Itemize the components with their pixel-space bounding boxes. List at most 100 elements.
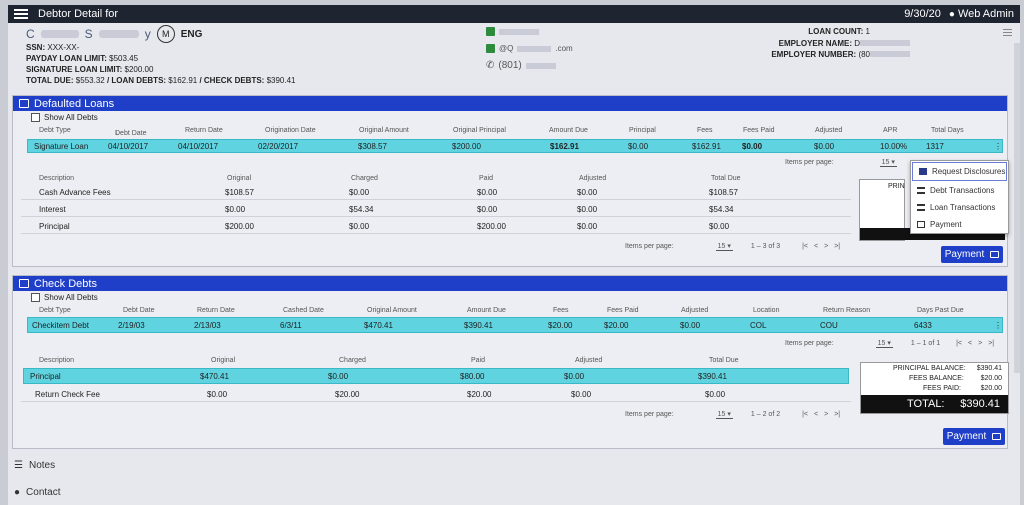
phone[interactable]: ✆ (801) (486, 60, 556, 71)
col-original-amount[interactable]: Original Amount (359, 126, 409, 134)
menu-item-loan-transactions[interactable]: Loan Transactions (911, 199, 1008, 216)
contact-section[interactable]: ● Contact (14, 487, 61, 498)
menu-item-payment[interactable]: Payment (911, 216, 1008, 233)
cell-return-reason: COU (820, 320, 838, 330)
sub-per-page-value: 15 (717, 411, 726, 418)
per-page-select[interactable]: 15 ▾ (879, 159, 897, 167)
top-bar: Debtor Detail for 9/30/20 ● Web Admin (8, 5, 1020, 23)
check-payment-button[interactable]: Payment (943, 428, 1005, 445)
cell-apr: 10.00% (880, 141, 908, 151)
total-due-label: TOTAL DUE: (26, 76, 74, 85)
user-icon: ● (948, 8, 955, 20)
col-principal[interactable]: Principal (629, 126, 656, 134)
current-date: 9/30/20 (904, 8, 941, 20)
col-amount-due[interactable]: Amount Due (549, 126, 588, 134)
first-page-icon[interactable]: |< (956, 340, 963, 347)
col-debt-type[interactable]: Debt Type (39, 126, 71, 134)
header-menu-icon[interactable] (1003, 27, 1012, 38)
sub-per-page-select[interactable]: 15 ▾ (715, 243, 733, 251)
per-page-select[interactable]: 15 ▾ (875, 340, 893, 348)
panel-icon (19, 99, 29, 108)
show-all-debts-checkbox[interactable]: Show All Debts (31, 293, 98, 302)
col-debt-type[interactable]: Debt Type (39, 306, 71, 314)
col-origination-date[interactable]: Origination Date (265, 126, 316, 134)
table-row: Interest $0.00 $54.34 $0.00 $0.00 $54.34 (21, 202, 851, 217)
prev-page-icon[interactable]: < (814, 243, 819, 250)
col-adjusted[interactable]: Adjusted (815, 126, 843, 134)
col-return-date[interactable]: Return Date (185, 126, 223, 134)
defaulted-payment-button[interactable]: Payment (941, 246, 1003, 263)
show-all-debts-checkbox[interactable]: Show All Debts (31, 113, 98, 122)
row-more-icon[interactable]: ⋮ (994, 141, 1002, 151)
prev-page-icon[interactable]: < (968, 340, 973, 347)
cell-debt-date: 2/19/03 (118, 320, 145, 330)
last-page-icon[interactable]: >| (834, 411, 841, 418)
cell-cashed-date: 6/3/11 (280, 320, 302, 330)
sub-cell: $80.00 (460, 371, 485, 381)
col-total-days[interactable]: Total Days (931, 126, 964, 134)
check-debt-row[interactable]: Checkitem Debt 2/19/03 2/13/03 6/3/11 $4… (27, 317, 1003, 333)
col-fees[interactable]: Fees (697, 126, 713, 134)
sub-range: 1 – 3 of 3 (750, 243, 781, 250)
sub-cell: $0.00 (477, 204, 498, 214)
next-page-icon[interactable]: > (824, 411, 829, 418)
email-partial: @Q (499, 44, 514, 53)
sub-cell: $0.00 (225, 204, 246, 214)
cell-original-amount: $308.57 (358, 141, 387, 151)
next-page-icon[interactable]: > (978, 340, 983, 347)
col-fees[interactable]: Fees (553, 306, 569, 314)
row-more-icon[interactable]: ⋮ (994, 320, 1002, 330)
first-page-icon[interactable]: |< (802, 411, 809, 418)
fees-balance-label: FEES BALANCE: (909, 375, 964, 382)
last-page-icon[interactable]: >| (834, 243, 841, 250)
email[interactable]: @Q .com (486, 44, 573, 53)
sub-col-adjusted: Adjusted (575, 356, 603, 364)
total-line: TOTAL DUE: $553.32 / LOAN DEBTS: $162.91… (26, 76, 296, 85)
hamburger-menu-icon[interactable] (14, 7, 28, 21)
col-fees-paid[interactable]: Fees Paid (743, 126, 775, 134)
payment-label: Payment (944, 249, 985, 260)
col-amount-due[interactable]: Amount Due (467, 306, 506, 314)
col-cashed-date[interactable]: Cashed Date (283, 306, 324, 314)
sub-range: 1 – 2 of 2 (750, 411, 781, 418)
menu-item-debt-transactions[interactable]: Debt Transactions (911, 182, 1008, 199)
sub-per-page-select[interactable]: 15 ▾ (715, 411, 733, 419)
last-page-icon[interactable]: >| (988, 340, 995, 347)
sub-cell: $108.57 (225, 187, 254, 197)
menu-label: Request Disclosures (932, 167, 1006, 176)
col-return-reason[interactable]: Return Reason (823, 306, 871, 314)
sub-col-charged: Charged (339, 356, 366, 364)
col-original-principal[interactable]: Original Principal (453, 126, 506, 134)
col-adjusted[interactable]: Adjusted (681, 306, 709, 314)
col-original-amount[interactable]: Original Amount (367, 306, 417, 314)
next-page-icon[interactable]: > (824, 243, 829, 250)
language: ENG (180, 28, 203, 40)
sub-col-description: Description (39, 356, 75, 364)
checkbox-box[interactable] (31, 113, 40, 122)
cell-return-date: 2/13/03 (194, 320, 221, 330)
col-location[interactable]: Location (753, 306, 780, 314)
table-row: Principal $470.41 $0.00 $80.00 $0.00 $39… (23, 368, 849, 384)
menu-item-request-disclosures[interactable]: Request Disclosures (912, 162, 1007, 181)
col-debt-date[interactable]: Debt Date (123, 306, 155, 314)
name-redacted (40, 30, 79, 38)
checkbox-box[interactable] (31, 293, 40, 302)
col-days-past-due[interactable]: Days Past Due (917, 306, 964, 314)
col-return-date[interactable]: Return Date (197, 306, 235, 314)
sub-col-charged: Charged (351, 174, 378, 182)
sub-cell: Principal (30, 371, 61, 381)
prev-page-icon[interactable]: < (814, 411, 819, 418)
first-page-icon[interactable]: |< (802, 243, 809, 250)
col-apr[interactable]: APR (883, 126, 898, 134)
sub-cell: Cash Advance Fees (39, 187, 111, 197)
defaulted-loan-row[interactable]: Signature Loan 04/10/2017 04/10/2017 02/… (27, 139, 1003, 153)
employer-number-value: (80 (858, 50, 870, 59)
check-header-row: Debt Type Debt Date Return Date Cashed D… (21, 303, 1001, 317)
sub-cell: Interest (39, 204, 66, 214)
user-menu[interactable]: ● Web Admin (949, 8, 1014, 20)
page-scrollbar[interactable] (1014, 43, 1020, 373)
payday-value: $503.45 (109, 54, 139, 63)
summary-partial: PRIN (888, 183, 905, 190)
col-fees-paid[interactable]: Fees Paid (607, 306, 639, 314)
notes-section[interactable]: ☰ Notes (14, 460, 55, 471)
